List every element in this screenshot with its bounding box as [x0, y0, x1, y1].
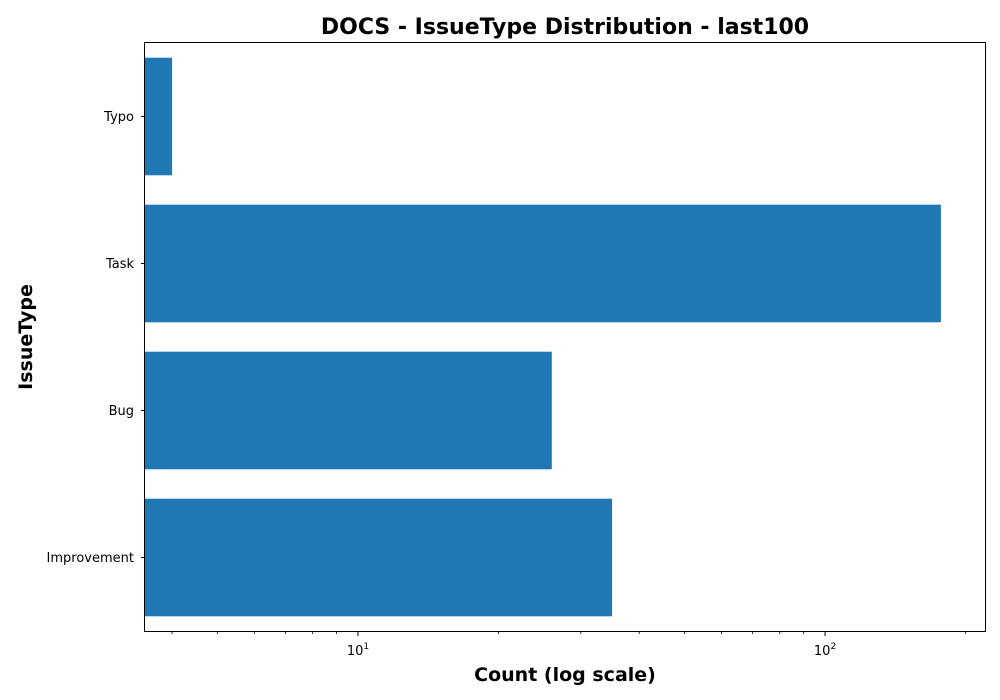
bar-bug [145, 351, 552, 470]
y-axis-ticks: Improvement Bug Task Typo [47, 110, 145, 566]
x-tick-label: 102 [814, 642, 836, 659]
y-tick-label: Task [105, 257, 135, 272]
x-tick-label-base: 10 [814, 644, 831, 659]
bars-group [145, 57, 941, 617]
x-axis-label: Count (log scale) [474, 664, 656, 686]
bar-task [145, 204, 941, 323]
y-axis-label: IssueType [15, 284, 37, 390]
y-tick-label: Typo [103, 110, 134, 125]
x-tick-label-exponent: 2 [830, 642, 836, 652]
x-tick-label: 101 [347, 642, 369, 659]
bar-improvement [145, 498, 613, 617]
y-tick-label: Bug [109, 404, 134, 419]
y-tick-label: Improvement [47, 551, 134, 566]
chart-title: DOCS - IssueType Distribution - last100 [321, 15, 809, 40]
plot-frame [144, 42, 986, 632]
x-tick-label-exponent: 1 [363, 642, 369, 652]
x-tick-label-base: 10 [347, 644, 364, 659]
bar-typo [145, 57, 173, 176]
x-axis-ticks: 101 102 [171, 631, 967, 659]
